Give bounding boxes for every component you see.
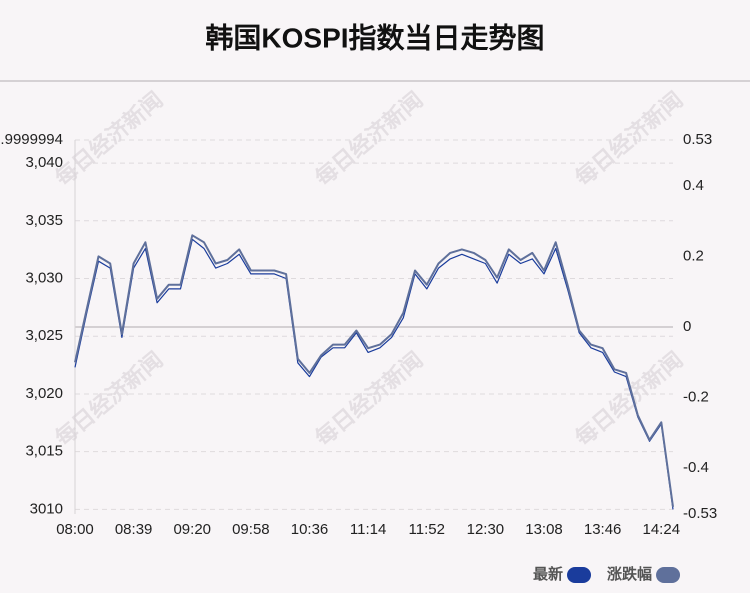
watermark: 每日经济新闻 xyxy=(50,347,168,452)
x-tick-label: 10:36 xyxy=(291,521,329,538)
x-tick-label: 14:24 xyxy=(643,521,681,538)
y-tick-label: 3010 xyxy=(30,500,63,517)
legend-swatch xyxy=(656,567,681,583)
watermark: 每日经济新闻 xyxy=(310,347,428,452)
series-line xyxy=(74,234,674,508)
x-tick-label: 11:52 xyxy=(409,521,445,538)
x-tick-label: 11:14 xyxy=(350,521,386,538)
watermark: 每日经济新闻 xyxy=(310,87,428,192)
legend-label: 涨跌幅 xyxy=(607,565,652,583)
y2-tick-label: 0 xyxy=(683,318,691,335)
chart-title: 韩国KOSPI指数当日走势图 xyxy=(205,22,544,53)
y-tick-label: 3,020 xyxy=(25,385,63,402)
y2-tick-label: 0.2 xyxy=(683,247,704,264)
y-tick-label: 3,030 xyxy=(25,269,63,286)
x-tick-label: 08:00 xyxy=(56,521,94,538)
y2-tick-label: -0.53 xyxy=(683,505,717,522)
watermark: 每日经济新闻 xyxy=(570,347,688,452)
series-line xyxy=(74,238,674,510)
y2-tick-label: -0.2 xyxy=(683,389,709,406)
y2-tick-label: -0.4 xyxy=(683,459,709,476)
y-tick-label: 3,035 xyxy=(25,212,63,229)
y-tick-label: 3,040 xyxy=(25,154,63,171)
y2-tick-label: 0.4 xyxy=(683,177,704,194)
x-tick-label: 12:30 xyxy=(467,521,505,538)
watermark: 每日经济新闻 xyxy=(50,87,168,192)
x-tick-label: 13:46 xyxy=(584,521,622,538)
y-tick-label: 3,025 xyxy=(25,327,63,344)
y2-tick-label: 0.53 xyxy=(683,131,712,148)
legend-swatch xyxy=(567,567,592,583)
x-tick-label: 09:20 xyxy=(173,521,211,538)
y-tick-label: 3041.9999994 xyxy=(0,131,63,148)
watermark: 每日经济新闻 xyxy=(570,87,688,192)
legend-label: 最新 xyxy=(533,565,563,583)
x-tick-label: 08:39 xyxy=(115,521,153,538)
y-tick-label: 3,015 xyxy=(25,443,63,460)
x-tick-label: 09:58 xyxy=(232,521,270,538)
x-tick-label: 13:08 xyxy=(525,521,563,538)
